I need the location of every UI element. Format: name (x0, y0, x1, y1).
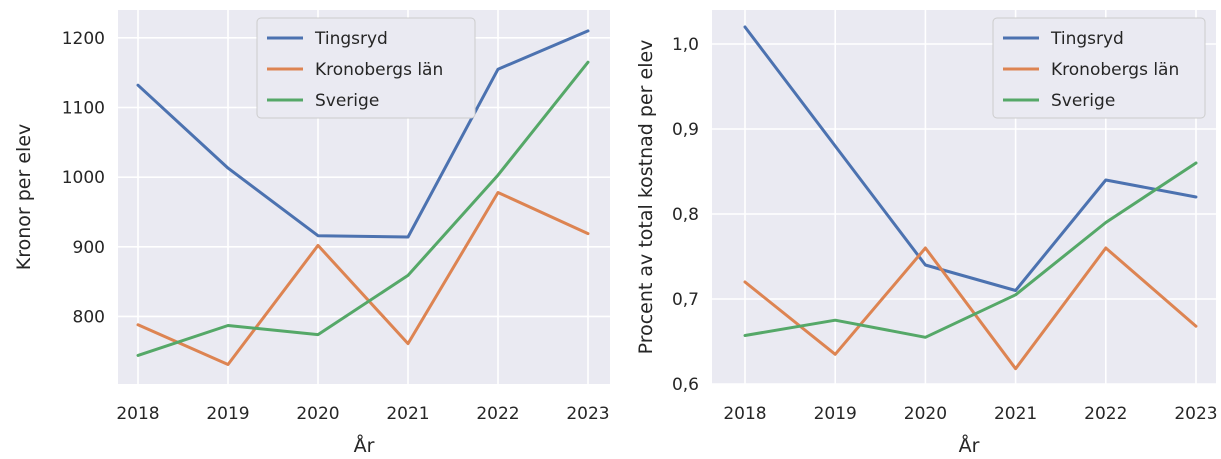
x-tick-label: 2020 (904, 404, 947, 424)
y-tick-label: 800 (73, 307, 105, 327)
legend-label: Sverige (1051, 91, 1115, 111)
legend-frame (992, 17, 1206, 119)
x-tick-label: 2021 (994, 404, 1037, 424)
legend-left: Tingsryd Kronobergs län Sverige (256, 17, 476, 119)
x-tick-label: 2019 (814, 404, 857, 424)
legend-label: Sverige (315, 91, 379, 111)
series-line-tingsryd (136, 29, 590, 239)
legend-frame (256, 17, 476, 119)
series-line-sverige (136, 60, 590, 357)
x-axis-label-left: År (354, 434, 375, 457)
series-line-kronobergs-l-n (136, 191, 590, 366)
x-tick-label: 2018 (116, 404, 159, 424)
x-tick-label: 2021 (386, 404, 429, 424)
x-tick-label: 2023 (566, 404, 609, 424)
chart-procent-av-total-kostnad: 2018 2019 2020 2021 2022 20230,60,70,80,91,0 … (635, 10, 1218, 457)
legend-label: Kronobergs län (1051, 60, 1179, 80)
y-axis-label-left: Kronor per elev (13, 124, 35, 271)
y-tick-label: 1000 (62, 168, 105, 188)
legend-label: Kronobergs län (315, 60, 443, 80)
y-tick-label: 900 (73, 238, 105, 258)
y-axis-label-right: Procent av total kostnad per elev (635, 40, 657, 355)
x-axis-label-right: År (959, 434, 980, 457)
y-tick-label: 0,8 (672, 205, 699, 225)
x-tick-label: 2020 (296, 404, 339, 424)
x-tick-label: 2023 (1174, 404, 1217, 424)
y-tick-label: 1200 (62, 29, 105, 49)
y-tick-label: 1100 (62, 99, 105, 119)
series-line-kronobergs-l-n (743, 246, 1198, 371)
x-tick-label: 2019 (206, 404, 249, 424)
x-tick-label: 2022 (1084, 404, 1127, 424)
series-line-tingsryd (743, 25, 1198, 292)
legend-right: Tingsryd Kronobergs län Sverige (992, 17, 1206, 119)
x-tick-label: 2022 (476, 404, 519, 424)
y-tick-label: 0,7 (672, 290, 699, 310)
legend-label: Tingsryd (314, 29, 388, 49)
y-tick-label: 1,0 (672, 35, 699, 55)
series-line-sverige (743, 161, 1198, 339)
y-tick-label: 0,6 (672, 375, 699, 395)
x-tick-label: 2018 (723, 404, 766, 424)
legend-label: Tingsryd (1050, 29, 1124, 49)
chart-kronor-per-elev: 2018 2019 2020 2021 2022 2023 800 900 1000 1100 12… (13, 10, 610, 457)
y-tick-label: 0,9 (672, 120, 699, 140)
